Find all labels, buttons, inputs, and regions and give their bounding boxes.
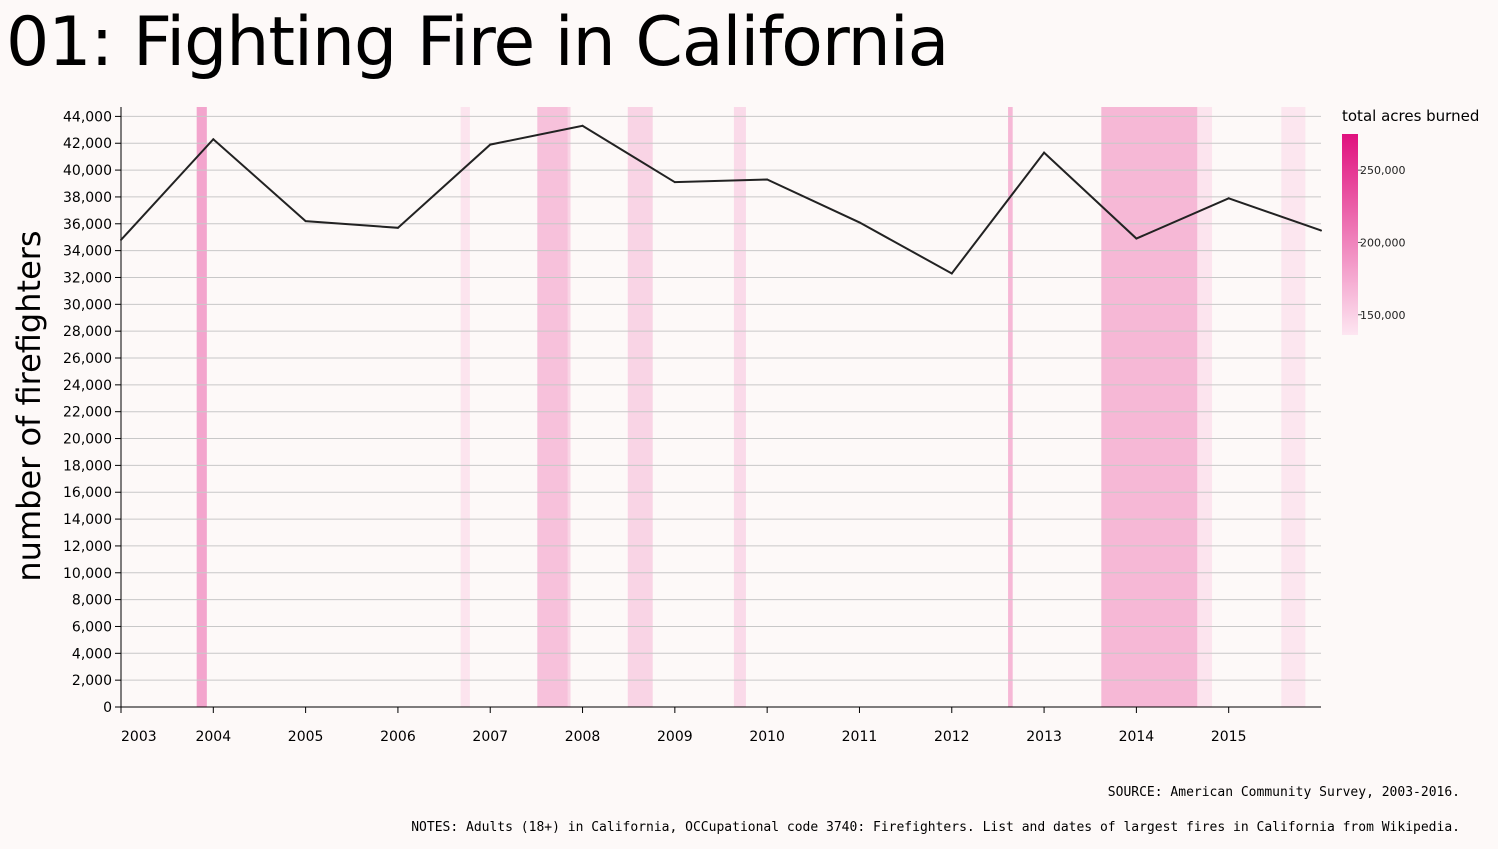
data-point (766, 178, 769, 181)
legend-title: total acres burned (1342, 107, 1479, 125)
y-tick-label: 38,000 (63, 190, 112, 206)
legend-tick-label: 200,000 (1360, 236, 1406, 249)
y-tick-label: 8,000 (72, 593, 112, 609)
y-tick-label: 34,000 (63, 244, 112, 260)
x-tick-label: 2011 (842, 729, 878, 745)
page-title: 01: Fighting Fire in California (6, 3, 949, 82)
data-point (396, 226, 399, 229)
y-tick-label: 14,000 (63, 512, 112, 528)
fire-band (567, 107, 571, 707)
x-tick-label: 2005 (288, 729, 324, 745)
y-tick-label: 20,000 (63, 432, 112, 448)
y-tick-label: 10,000 (63, 566, 112, 582)
data-point (212, 138, 215, 141)
x-tick-label: 2015 (1211, 729, 1247, 745)
x-tick-label: 2014 (1119, 729, 1155, 745)
y-tick-label: 44,000 (63, 109, 112, 125)
legend-color-ramp (1342, 134, 1358, 335)
data-point (950, 272, 953, 275)
x-tick-label: 2012 (934, 729, 970, 745)
y-tick-label: 28,000 (63, 324, 112, 340)
fire-band (1281, 107, 1306, 707)
y-tick-label: 42,000 (63, 136, 112, 152)
notes: NOTES: Adults (18+) in California, OCCup… (411, 820, 1460, 835)
y-tick-label: 32,000 (63, 270, 112, 286)
y-tick-label: 6,000 (72, 619, 112, 635)
y-tick-label: 4,000 (72, 646, 112, 662)
legend: total acres burned 150,000 200,000 250,000 (1342, 107, 1479, 335)
data-point (304, 220, 307, 223)
data-point (1043, 151, 1046, 154)
x-tick-label: 2006 (380, 729, 416, 745)
legend-tick-label: 250,000 (1360, 164, 1406, 177)
y-tick-label: 40,000 (63, 163, 112, 179)
fire-bands (196, 107, 1306, 707)
x-tick-label: 2013 (1026, 729, 1062, 745)
fire-band (1101, 107, 1198, 707)
fire-band (1008, 107, 1013, 707)
y-axis-label: number of firefighters (10, 230, 48, 581)
fire-band (627, 107, 653, 707)
data-point (489, 143, 492, 146)
firefighters-line (120, 124, 1322, 275)
data-point (858, 221, 861, 224)
data-point (1135, 237, 1138, 240)
x-tick-label: 2009 (657, 729, 693, 745)
y-tick-label: 0 (103, 700, 112, 716)
y-tick-label: 16,000 (63, 485, 112, 501)
x-tick-label: 2008 (565, 729, 601, 745)
legend-tick-label: 150,000 (1360, 309, 1406, 322)
y-tick-label: 12,000 (63, 539, 112, 555)
y-tick-label: 24,000 (63, 378, 112, 394)
data-point (581, 124, 584, 127)
source-note: SOURCE: American Community Survey, 2003-… (1107, 785, 1460, 800)
x-tick-label: 2007 (472, 729, 508, 745)
data-point (673, 181, 676, 184)
y-tick-label: 36,000 (63, 217, 112, 233)
x-tick-label: 2003 (121, 729, 157, 745)
y-tick-label: 18,000 (63, 458, 112, 474)
data-point (1320, 229, 1322, 232)
y-tick-label: 22,000 (63, 405, 112, 421)
data-point (1227, 197, 1230, 200)
fire-band (537, 107, 568, 707)
gridlines (121, 115, 1321, 708)
y-tick-label: 2,000 (72, 673, 112, 689)
axes: 0 2,000 4,000 6,000 8,000 10,000 12,000 14,000 1… (63, 107, 1321, 745)
fire-band (196, 107, 207, 707)
x-tick-label: 2004 (195, 729, 231, 745)
data-point (120, 238, 122, 241)
fire-band (460, 107, 470, 707)
fire-band (733, 107, 746, 707)
x-tick-label: 2010 (749, 729, 785, 745)
fire-band (1197, 107, 1213, 707)
y-tick-label: 26,000 (63, 351, 112, 367)
firefighter-line-series (120, 124, 1322, 275)
y-tick-label: 30,000 (63, 297, 112, 313)
